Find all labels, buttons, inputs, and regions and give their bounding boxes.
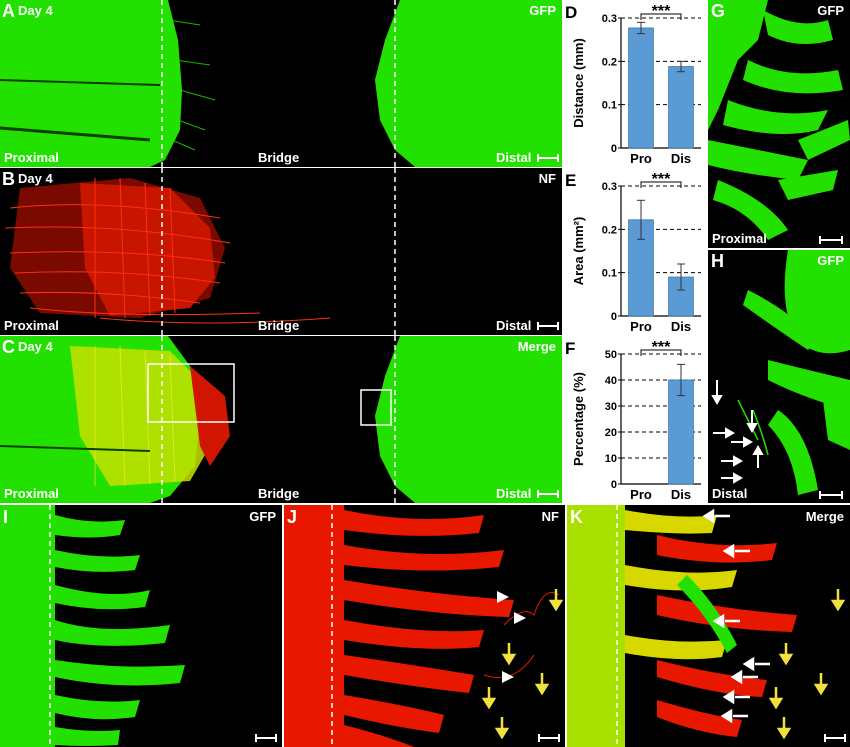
panel-letter: G bbox=[711, 1, 726, 21]
panel-letter: D bbox=[565, 3, 577, 22]
significance-label: *** bbox=[652, 339, 671, 356]
bar bbox=[668, 379, 694, 485]
panel-j-image bbox=[284, 505, 564, 747]
stain-label: Merge bbox=[805, 509, 844, 524]
x-tick-label: Dis bbox=[671, 487, 691, 502]
panel-g-image bbox=[708, 0, 850, 244]
chart-d-svg: D Distance (mm) 0 0.1 0.2 0.3 Pro Dis *** bbox=[565, 3, 701, 166]
panel-letter: E bbox=[565, 171, 576, 190]
panel-letter: F bbox=[565, 339, 575, 358]
y-tick-label: 40 bbox=[605, 375, 617, 387]
y-tick-label: 10 bbox=[605, 453, 617, 465]
panel-g-gfp: G GFP Proximal bbox=[708, 0, 850, 248]
stain-label: NF bbox=[538, 171, 556, 186]
chart-f: F Percentage (%) 0 10 20 30 40 50 Pro Dis *** bbox=[563, 336, 707, 503]
significance-bracket bbox=[640, 349, 682, 356]
significance-bracket bbox=[640, 13, 682, 20]
y-tick-label: 0 bbox=[611, 143, 617, 155]
chart-e: E Area (mm²) 0 0.1 0.2 0.3 Pro Dis *** bbox=[563, 168, 707, 335]
significance-label: *** bbox=[652, 171, 671, 188]
panel-b-nf: B Day 4 NF Proximal Bridge Distal bbox=[0, 168, 562, 335]
proximal-label: Proximal bbox=[4, 318, 59, 333]
panel-h-gfp: H GFP Distal bbox=[708, 250, 850, 503]
proximal-label: Proximal bbox=[4, 150, 59, 165]
panel-letter: K bbox=[570, 507, 583, 527]
y-tick-label: 0 bbox=[611, 479, 617, 491]
panel-c-merge: C Day 4 Merge Proximal Bridge Distal bbox=[0, 336, 562, 503]
y-axis-label: Distance (mm) bbox=[571, 38, 586, 128]
proximal-label: Proximal bbox=[712, 231, 767, 246]
proximal-label: Proximal bbox=[4, 486, 59, 501]
panel-k-image bbox=[567, 505, 846, 747]
y-tick-label: 0 bbox=[611, 311, 617, 323]
distal-label: Distal bbox=[496, 150, 532, 165]
y-axis-label: Percentage (%) bbox=[571, 372, 586, 466]
stain-label: GFP bbox=[249, 509, 276, 524]
bridge-label: Bridge bbox=[258, 486, 300, 501]
x-tick-label: Dis bbox=[671, 319, 691, 334]
x-tick-label: Pro bbox=[630, 319, 652, 334]
y-tick-label: 0.2 bbox=[602, 56, 617, 68]
panel-letter: B bbox=[2, 169, 15, 189]
day-label: Day 4 bbox=[18, 339, 53, 354]
x-tick-label: Pro bbox=[630, 487, 652, 502]
bridge-label: Bridge bbox=[258, 318, 300, 333]
panel-letter: H bbox=[711, 251, 724, 271]
panel-a-image bbox=[0, 0, 562, 167]
y-tick-label: 50 bbox=[605, 349, 617, 361]
distal-label: Distal bbox=[496, 486, 532, 501]
bar bbox=[668, 66, 694, 149]
distal-label: Distal bbox=[496, 318, 532, 333]
distal-label: Distal bbox=[712, 486, 748, 501]
stain-label: Merge bbox=[517, 339, 556, 354]
day-label: Day 4 bbox=[18, 171, 53, 186]
y-tick-label: 30 bbox=[605, 401, 617, 413]
bar bbox=[628, 27, 654, 149]
significance-bracket bbox=[640, 181, 682, 188]
panel-a-gfp: A Day 4 GFP Proximal Bridge Distal bbox=[0, 0, 562, 167]
y-tick-label: 0.1 bbox=[602, 100, 617, 112]
stain-label: GFP bbox=[529, 3, 556, 18]
panel-i-gfp: I GFP bbox=[0, 505, 282, 747]
panel-letter: I bbox=[3, 507, 9, 527]
panel-h-image bbox=[711, 250, 850, 499]
stain-label: GFP bbox=[817, 253, 844, 268]
panel-b-image bbox=[4, 168, 559, 335]
stain-label: GFP bbox=[817, 3, 844, 18]
panel-j-nf: J NF bbox=[284, 505, 565, 747]
panel-letter: A bbox=[2, 1, 15, 21]
y-tick-label: 0.2 bbox=[602, 224, 617, 236]
panel-i-image bbox=[0, 505, 277, 747]
significance-label: *** bbox=[652, 3, 671, 20]
x-tick-label: Pro bbox=[630, 151, 652, 166]
day-label: Day 4 bbox=[18, 3, 53, 18]
panel-letter: C bbox=[2, 337, 15, 357]
panel-c-image bbox=[0, 336, 562, 503]
chart-f-svg: F Percentage (%) 0 10 20 30 40 50 Pro Dis *** bbox=[565, 339, 701, 502]
y-tick-label: 0.1 bbox=[602, 268, 617, 280]
panel-k-merge: K Merge bbox=[567, 505, 850, 747]
x-tick-label: Dis bbox=[671, 151, 691, 166]
y-tick-label: 0.3 bbox=[602, 13, 617, 25]
y-axis-label: Area (mm²) bbox=[571, 217, 586, 286]
chart-e-svg: E Area (mm²) 0 0.1 0.2 0.3 Pro Dis *** bbox=[565, 171, 701, 334]
bridge-label: Bridge bbox=[258, 150, 300, 165]
y-tick-label: 0.3 bbox=[602, 181, 617, 193]
chart-d: D Distance (mm) 0 0.1 0.2 0.3 Pro Dis *** bbox=[563, 0, 707, 167]
stain-label: NF bbox=[541, 509, 559, 524]
y-tick-label: 20 bbox=[605, 427, 617, 439]
panel-letter: J bbox=[287, 507, 298, 527]
